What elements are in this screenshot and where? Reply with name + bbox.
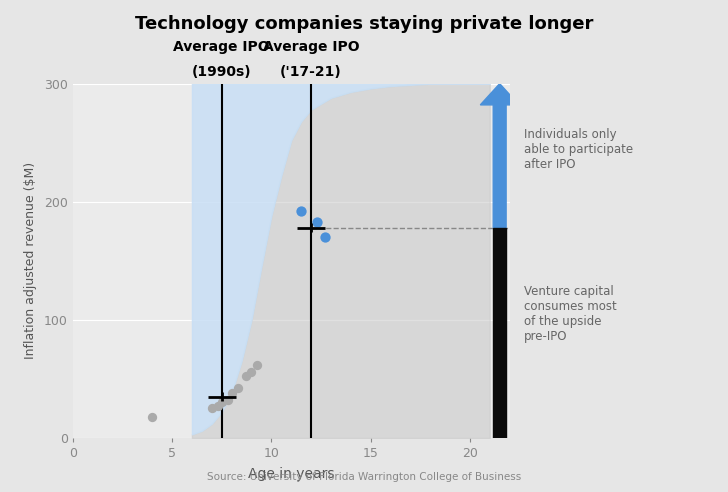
FancyArrow shape <box>480 84 519 228</box>
Point <box>252 361 264 369</box>
Text: Average IPO: Average IPO <box>263 40 360 54</box>
Point <box>206 404 218 412</box>
Point <box>232 384 243 392</box>
Point <box>240 372 251 380</box>
Point <box>146 413 158 421</box>
Point <box>222 396 234 404</box>
Point <box>296 207 307 215</box>
Text: Individuals only
able to participate
after IPO: Individuals only able to participate aft… <box>524 128 633 171</box>
X-axis label: Age in years: Age in years <box>248 467 334 481</box>
Point <box>319 233 331 241</box>
Point <box>216 399 228 406</box>
Point <box>311 218 323 226</box>
Point <box>226 389 237 397</box>
Text: Technology companies staying private longer: Technology companies staying private lon… <box>135 15 593 33</box>
Text: (1990s): (1990s) <box>192 65 251 79</box>
Text: Venture capital
consumes most
of the upside
pre-IPO: Venture capital consumes most of the ups… <box>524 285 617 343</box>
Point <box>245 368 257 376</box>
Text: ('17-21): ('17-21) <box>280 65 342 79</box>
Point <box>212 402 223 410</box>
Y-axis label: Inflation adjusted revenue ($M): Inflation adjusted revenue ($M) <box>24 162 37 359</box>
Text: Average IPO: Average IPO <box>173 40 270 54</box>
Bar <box>494 228 506 438</box>
Text: Source: University of Florida Warrington College of Business: Source: University of Florida Warrington… <box>207 472 521 482</box>
